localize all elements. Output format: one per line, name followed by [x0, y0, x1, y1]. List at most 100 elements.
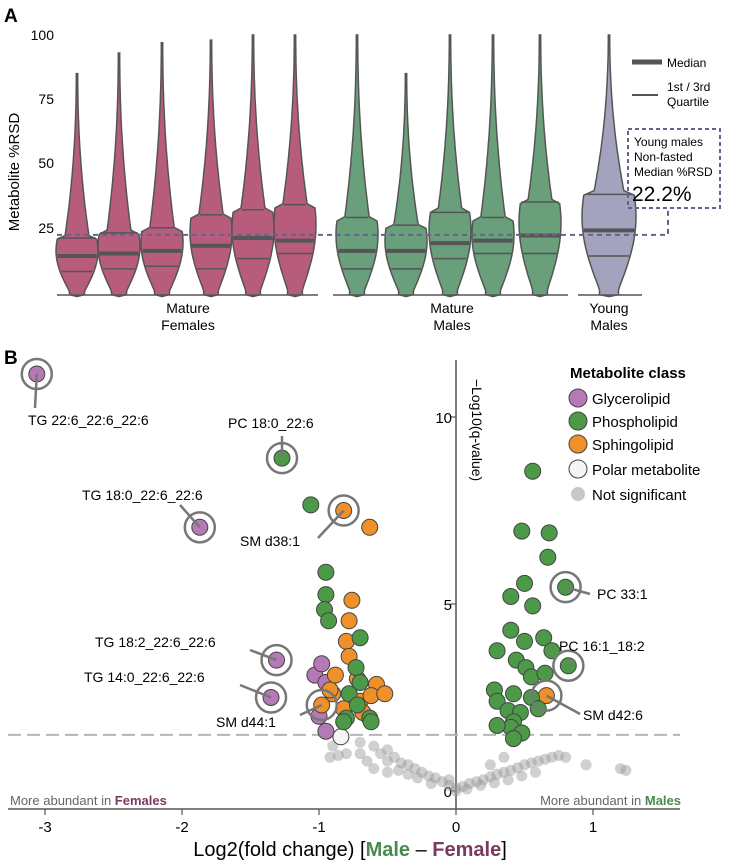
point-phospholipid — [317, 563, 335, 581]
panel-b-y-ticks: 0 5 10 — [435, 410, 456, 801]
group-label: Males — [590, 317, 627, 333]
point-not-significant — [402, 768, 414, 780]
point-phospholipid — [362, 713, 380, 731]
annotation-label: PC 18:0_22:6 — [228, 415, 314, 431]
point-phospholipid — [535, 629, 553, 647]
group-label: Mature — [430, 300, 474, 316]
annotation-ring — [549, 570, 582, 604]
panel-a-ylabel: Metabolite %RSD — [6, 113, 23, 232]
annotation-leader — [299, 703, 323, 717]
point-not-significant — [477, 774, 489, 786]
point-not-significant — [375, 748, 387, 760]
point-not-significant — [443, 774, 455, 786]
point-not-significant — [361, 755, 373, 767]
panel-a-legend: Median 1st / 3rd Quartile — [632, 56, 710, 109]
group-label: Females — [161, 317, 215, 333]
annotation-label: TG 22:6_22:6_22:6 — [28, 412, 149, 428]
panel-a-ytick: 50 — [38, 155, 54, 171]
x-tick-label: -3 — [38, 819, 51, 836]
point-phospholipid — [351, 629, 369, 647]
point-sphingolipid — [361, 518, 379, 536]
young-box-line: Median %RSD — [634, 165, 713, 179]
legend-median-label: Median — [667, 56, 706, 70]
point-phospholipid — [505, 730, 522, 748]
annotation-leader — [239, 683, 272, 699]
x-tick-label: 1 — [589, 819, 597, 836]
point-phospholipid — [540, 524, 558, 542]
point-not-significant — [532, 755, 544, 767]
legend-swatch-not-significant — [571, 487, 585, 501]
point-not-significant — [519, 759, 530, 771]
annotation-label: PC 16:1_18:2 — [559, 638, 645, 654]
panel-a-ytick: 25 — [38, 220, 54, 236]
panel-a-label: A — [4, 6, 18, 27]
x-tick-label: 0 — [452, 819, 460, 836]
more-abundant-females: More abundant in Females — [10, 793, 167, 808]
annotation-label: SM d42:6 — [583, 707, 643, 723]
y-tick-label: 0 — [444, 784, 452, 801]
violin-mature-females — [97, 52, 141, 298]
point-polar-metabolite — [332, 728, 350, 746]
violin-mature-females — [55, 72, 99, 298]
annotation-label: SM d44:1 — [216, 714, 276, 730]
annotation-leader — [33, 373, 39, 409]
point-not-significant — [388, 751, 400, 763]
point-not-significant — [512, 762, 524, 774]
point-not-significant — [354, 748, 366, 760]
annotation-label: TG 18:0_22:6_22:6 — [82, 487, 203, 503]
point-not-significant — [324, 751, 336, 763]
point-not-significant — [393, 764, 404, 776]
point-phospholipid — [351, 674, 369, 691]
panel-b-x-ticks: -3 -2 -1 0 1 — [38, 809, 597, 836]
annotation-ring — [254, 681, 288, 714]
point-phospholipid — [335, 713, 353, 731]
point-not-significant — [416, 766, 428, 778]
point-not-significant — [423, 770, 435, 782]
legend-swatch-polar — [568, 459, 588, 479]
point-not-significant — [450, 782, 462, 794]
group-label: Males — [433, 317, 470, 333]
point-not-significant — [382, 744, 393, 756]
point-not-significant — [498, 766, 510, 778]
legend-swatch-phospholipid — [568, 411, 588, 431]
point-not-significant — [429, 772, 441, 784]
point-not-significant — [332, 750, 344, 761]
violin-mature-males — [335, 34, 379, 298]
y-tick-label: 5 — [444, 597, 452, 614]
legend-label: Glycerolipid — [592, 391, 670, 408]
point-phospholipid — [488, 642, 506, 660]
point-not-significant — [425, 778, 437, 789]
point-phospholipid — [543, 642, 561, 660]
point-phospholipid — [502, 621, 520, 639]
group-label: Young — [589, 300, 628, 316]
point-not-significant — [484, 771, 496, 783]
point-not-significant — [553, 750, 565, 761]
point-phospholipid — [513, 522, 531, 540]
panel-b-label: B — [4, 348, 18, 369]
legend-title: Metabolite class — [570, 365, 686, 382]
point-not-significant — [436, 776, 448, 788]
point-not-significant — [461, 783, 473, 795]
more-abundant-males: More abundant in Males — [540, 793, 681, 808]
point-not-significant — [382, 766, 393, 778]
legend-label: Sphingolipid — [592, 437, 674, 454]
point-not-significant — [354, 736, 366, 748]
point-not-significant — [471, 776, 483, 788]
point-phospholipid — [516, 632, 533, 650]
violin-mature-females — [140, 41, 184, 298]
annotation-leader — [545, 694, 581, 716]
legend-label: Polar metabolite — [592, 462, 700, 479]
panel-b-legend: Metabolite class Glycerolipid Phospholip… — [568, 365, 700, 504]
violin-mature-males — [428, 34, 472, 298]
violin-mature-males — [384, 72, 428, 298]
point-not-significant — [539, 753, 551, 765]
point-not-significant — [368, 740, 380, 752]
point-phospholipid — [488, 717, 506, 734]
annotation-label: TG 14:0_22:6_22:6 — [84, 669, 205, 685]
point-not-significant — [505, 764, 517, 776]
point-not-significant — [491, 768, 503, 780]
point-phospholipid — [488, 692, 506, 710]
young-median-value: 22.2% — [632, 183, 692, 206]
point-phospholipid — [505, 685, 522, 703]
point-phospholipid — [524, 597, 542, 615]
